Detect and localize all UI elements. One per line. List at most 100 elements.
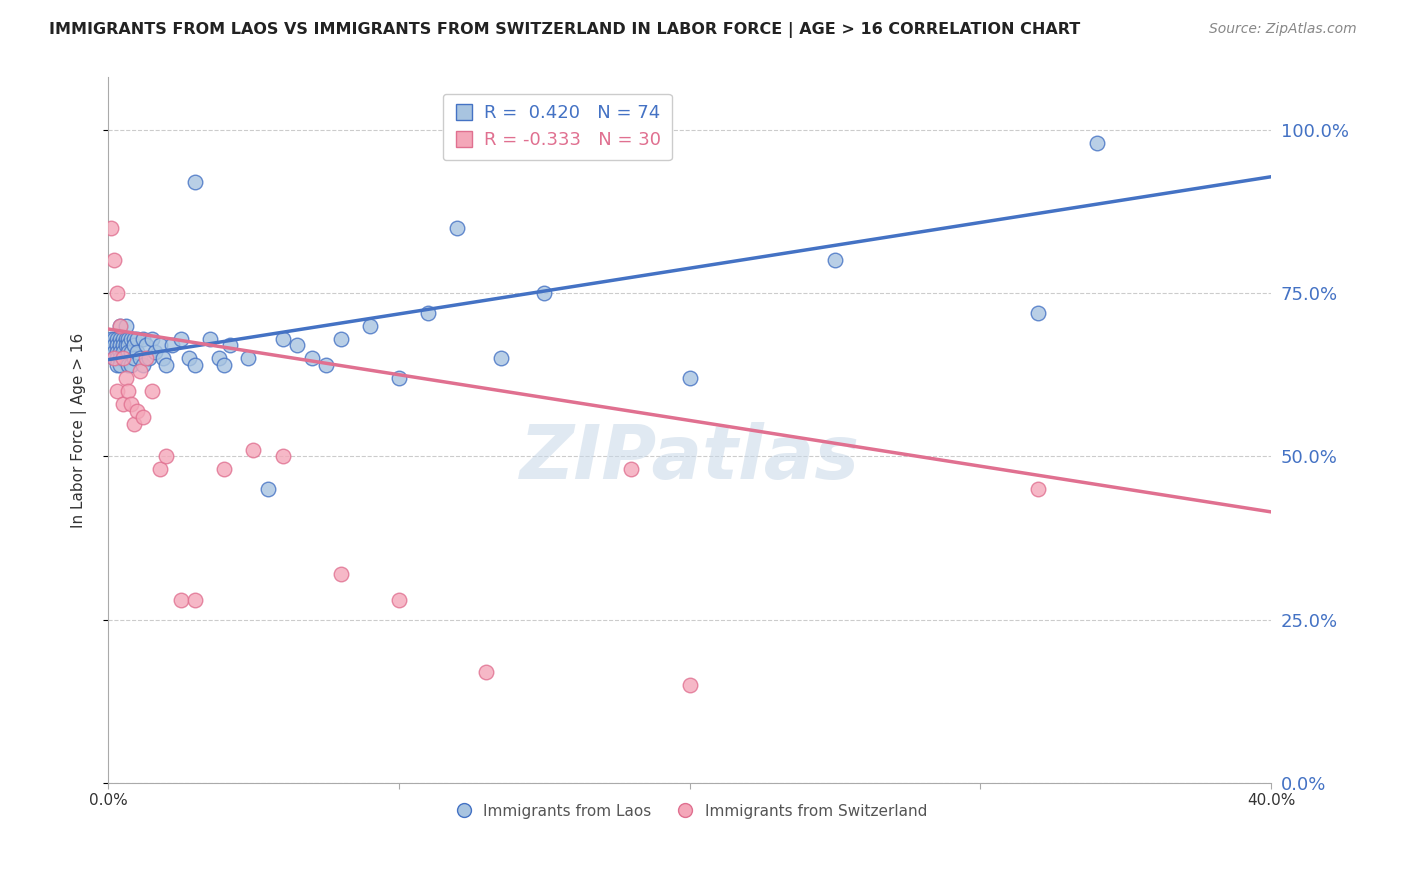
Point bbox=[103, 344, 125, 359]
Point bbox=[114, 332, 136, 346]
Point bbox=[214, 462, 236, 476]
Point bbox=[149, 338, 172, 352]
Point bbox=[416, 305, 439, 319]
Point bbox=[132, 358, 155, 372]
Point bbox=[117, 338, 139, 352]
Point bbox=[198, 332, 221, 346]
Point bbox=[184, 358, 207, 372]
Point bbox=[257, 482, 280, 496]
Point bbox=[135, 338, 157, 352]
Point bbox=[103, 332, 125, 346]
Point bbox=[155, 450, 177, 464]
Point bbox=[105, 351, 128, 366]
Point bbox=[214, 358, 236, 372]
Point bbox=[184, 175, 207, 189]
Point bbox=[132, 410, 155, 425]
Point bbox=[141, 332, 163, 346]
Point bbox=[108, 332, 131, 346]
Point bbox=[122, 332, 145, 346]
Point bbox=[117, 332, 139, 346]
Point bbox=[122, 338, 145, 352]
Point bbox=[103, 351, 125, 366]
Point bbox=[184, 593, 207, 607]
Point bbox=[152, 351, 174, 366]
Point bbox=[533, 286, 555, 301]
Point bbox=[1085, 136, 1108, 150]
Point bbox=[475, 665, 498, 679]
Point bbox=[111, 338, 134, 352]
Point bbox=[114, 351, 136, 366]
Point bbox=[678, 371, 700, 385]
Legend: Immigrants from Laos, Immigrants from Switzerland: Immigrants from Laos, Immigrants from Sw… bbox=[446, 797, 934, 825]
Point bbox=[219, 338, 242, 352]
Text: ZIPatlas: ZIPatlas bbox=[520, 422, 859, 495]
Point bbox=[100, 338, 122, 352]
Point bbox=[160, 338, 183, 352]
Point bbox=[122, 351, 145, 366]
Point bbox=[127, 403, 149, 417]
Point bbox=[127, 332, 149, 346]
Point bbox=[114, 371, 136, 385]
Point bbox=[108, 338, 131, 352]
Point bbox=[678, 678, 700, 692]
Point bbox=[105, 338, 128, 352]
Point bbox=[155, 358, 177, 372]
Point bbox=[120, 332, 142, 346]
Point bbox=[111, 344, 134, 359]
Point bbox=[271, 450, 294, 464]
Point bbox=[117, 384, 139, 398]
Point bbox=[129, 364, 152, 378]
Point bbox=[242, 442, 264, 457]
Point bbox=[271, 332, 294, 346]
Point bbox=[207, 351, 229, 366]
Point bbox=[388, 371, 411, 385]
Point bbox=[285, 338, 308, 352]
Point bbox=[149, 462, 172, 476]
Point bbox=[117, 344, 139, 359]
Point bbox=[329, 566, 352, 581]
Point bbox=[236, 351, 259, 366]
Point bbox=[105, 332, 128, 346]
Point bbox=[170, 332, 193, 346]
Point bbox=[824, 253, 846, 268]
Point bbox=[129, 351, 152, 366]
Point bbox=[105, 286, 128, 301]
Point bbox=[388, 593, 411, 607]
Point bbox=[179, 351, 201, 366]
Point bbox=[108, 358, 131, 372]
Point bbox=[114, 318, 136, 333]
Point bbox=[108, 318, 131, 333]
Point bbox=[138, 351, 160, 366]
Point bbox=[103, 351, 125, 366]
Point bbox=[132, 332, 155, 346]
Point bbox=[111, 351, 134, 366]
Point bbox=[100, 344, 122, 359]
Point bbox=[108, 344, 131, 359]
Text: IMMIGRANTS FROM LAOS VS IMMIGRANTS FROM SWITZERLAND IN LABOR FORCE | AGE > 16 CO: IMMIGRANTS FROM LAOS VS IMMIGRANTS FROM … bbox=[49, 22, 1080, 38]
Point bbox=[103, 338, 125, 352]
Point bbox=[1028, 305, 1050, 319]
Point bbox=[111, 332, 134, 346]
Point bbox=[120, 358, 142, 372]
Point bbox=[111, 397, 134, 411]
Point bbox=[108, 318, 131, 333]
Point bbox=[103, 253, 125, 268]
Point bbox=[120, 397, 142, 411]
Point bbox=[111, 351, 134, 366]
Point bbox=[105, 384, 128, 398]
Point bbox=[122, 417, 145, 431]
Point bbox=[315, 358, 337, 372]
Point bbox=[135, 351, 157, 366]
Point bbox=[120, 344, 142, 359]
Point bbox=[329, 332, 352, 346]
Point bbox=[117, 358, 139, 372]
Point bbox=[105, 344, 128, 359]
Point bbox=[170, 593, 193, 607]
Y-axis label: In Labor Force | Age > 16: In Labor Force | Age > 16 bbox=[72, 333, 87, 528]
Point bbox=[489, 351, 512, 366]
Point bbox=[141, 384, 163, 398]
Point bbox=[620, 462, 643, 476]
Point bbox=[105, 358, 128, 372]
Point bbox=[143, 344, 166, 359]
Point bbox=[114, 338, 136, 352]
